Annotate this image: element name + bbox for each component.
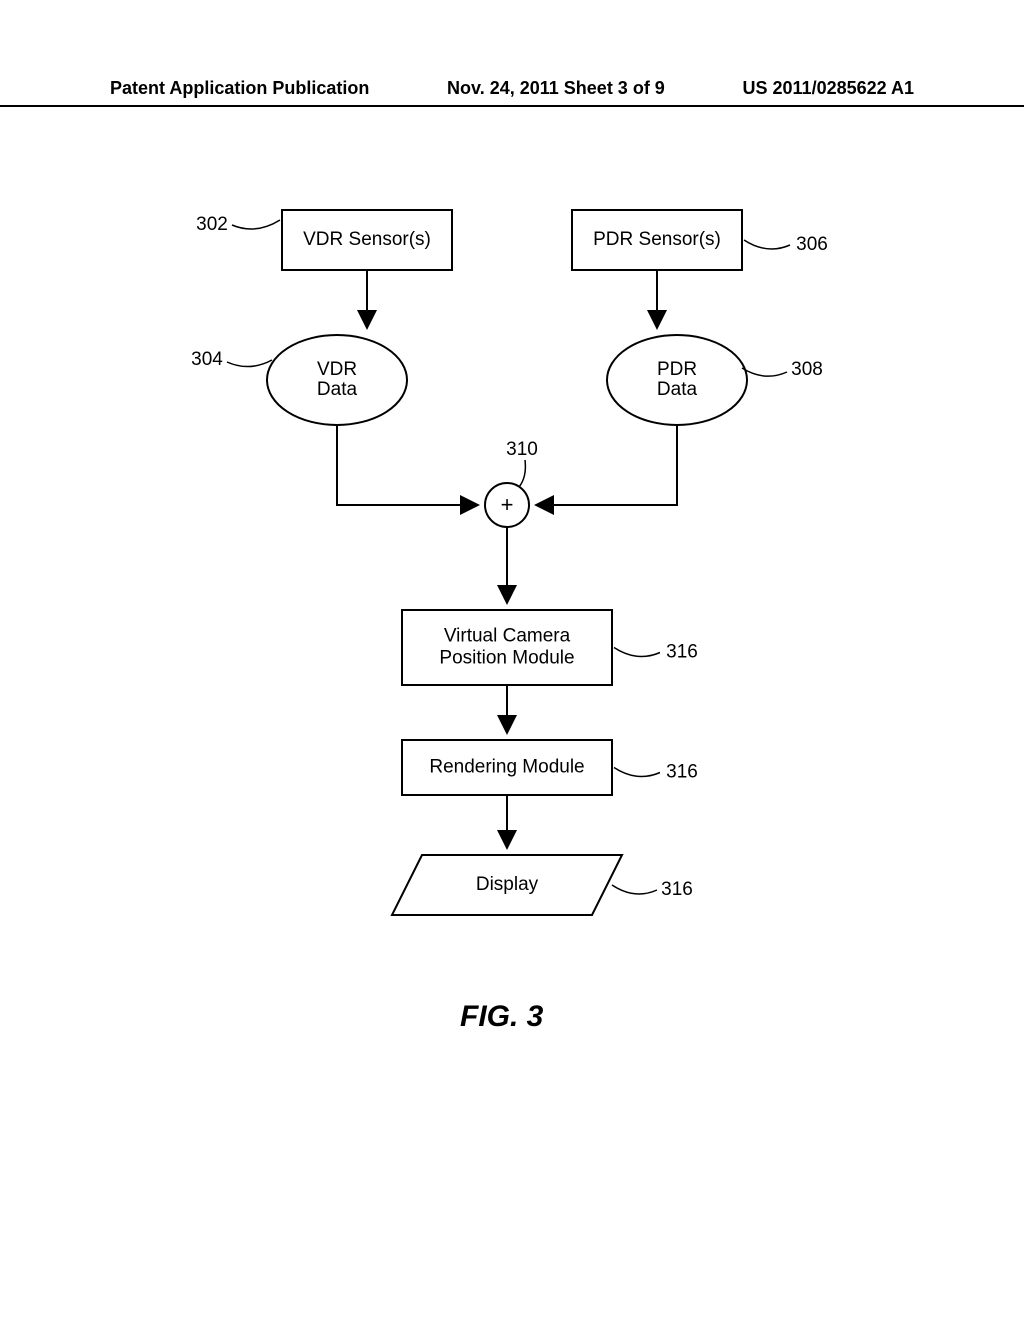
page: Patent Application Publication Nov. 24, … [0, 0, 1024, 1320]
diagram-container: VDR Sensor(s)302PDR Sensor(s)306VDRData3… [112, 170, 912, 1070]
svg-text:316: 316 [661, 879, 693, 900]
svg-text:Display: Display [476, 874, 539, 895]
svg-text:PDR Sensor(s): PDR Sensor(s) [593, 229, 721, 250]
header-center: Nov. 24, 2011 Sheet 3 of 9 [447, 78, 665, 99]
header-left: Patent Application Publication [110, 78, 369, 99]
svg-text:PDR: PDR [657, 359, 697, 380]
svg-text:306: 306 [796, 234, 828, 255]
svg-text:VDR Sensor(s): VDR Sensor(s) [303, 229, 431, 250]
svg-text:308: 308 [791, 359, 823, 380]
page-header: Patent Application Publication Nov. 24, … [0, 78, 1024, 107]
svg-text:Position Module: Position Module [439, 648, 574, 669]
svg-text:Data: Data [657, 379, 698, 400]
svg-text:Data: Data [317, 379, 358, 400]
svg-text:Virtual Camera: Virtual Camera [444, 626, 571, 647]
svg-text:VDR: VDR [317, 359, 357, 380]
header-right: US 2011/0285622 A1 [743, 78, 914, 99]
svg-text:316: 316 [666, 642, 698, 663]
svg-text:+: + [501, 492, 514, 517]
svg-text:316: 316 [666, 762, 698, 783]
svg-text:310: 310 [506, 439, 538, 460]
svg-text:Rendering Module: Rendering Module [429, 757, 584, 778]
flowchart-svg: VDR Sensor(s)302PDR Sensor(s)306VDRData3… [112, 170, 912, 1070]
svg-text:304: 304 [191, 349, 223, 370]
figure-title: FIG. 3 [460, 1000, 543, 1034]
svg-text:302: 302 [196, 214, 228, 235]
header-row: Patent Application Publication Nov. 24, … [0, 78, 1024, 99]
